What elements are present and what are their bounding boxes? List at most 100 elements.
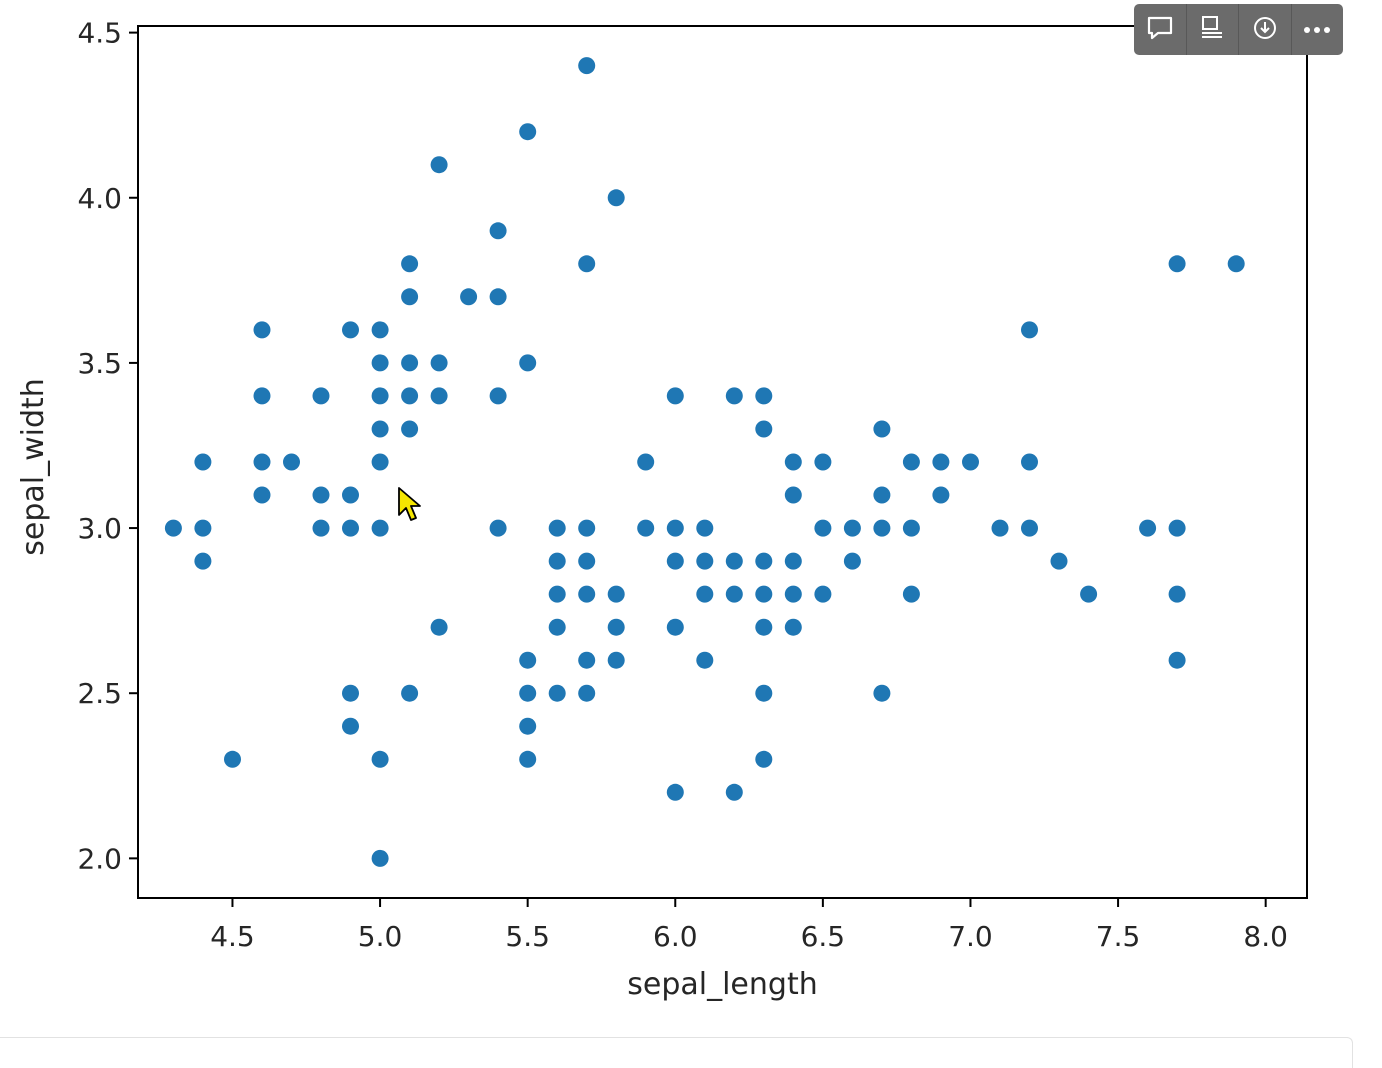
- data-point: [401, 255, 419, 273]
- data-point: [312, 387, 330, 405]
- data-point: [401, 354, 419, 372]
- mouse-cursor-icon: [398, 487, 424, 529]
- cell-output-toolbar: [1134, 4, 1343, 55]
- y-tick-label: 4.5: [77, 17, 122, 50]
- data-point: [253, 321, 271, 339]
- more-button[interactable]: [1292, 4, 1344, 55]
- data-point: [666, 618, 684, 636]
- data-point: [696, 519, 714, 537]
- data-point: [696, 552, 714, 570]
- data-point: [607, 189, 625, 207]
- data-point: [489, 222, 507, 240]
- data-point: [755, 684, 773, 702]
- data-point: [519, 684, 537, 702]
- data-point: [519, 651, 537, 669]
- data-point: [430, 618, 448, 636]
- data-point: [371, 453, 389, 471]
- data-point: [548, 684, 566, 702]
- data-point: [607, 585, 625, 603]
- x-axis: 4.5 5.0 5.5 6.0 6.5 7.0 7.5 8.0: [210, 898, 1288, 953]
- data-point: [1021, 453, 1038, 471]
- data-point: [755, 387, 773, 405]
- data-point: [873, 519, 891, 537]
- data-point: [755, 420, 773, 438]
- y-axis: 2.0 2.5 3.0 3.5 4.0 4.5: [77, 17, 138, 875]
- data-point: [548, 585, 566, 603]
- y-tick-label: 4.0: [77, 182, 122, 215]
- x-tick-label: 5.0: [358, 920, 403, 953]
- data-point: [1139, 519, 1157, 537]
- more-icon: [1302, 20, 1332, 39]
- data-point: [1021, 519, 1038, 537]
- data-point: [578, 585, 596, 603]
- data-point: [342, 684, 359, 702]
- y-tick-label: 2.5: [77, 677, 122, 710]
- download-button[interactable]: [1239, 4, 1292, 55]
- data-point: [489, 387, 507, 405]
- data-point: [342, 321, 359, 339]
- data-point: [1168, 519, 1186, 537]
- data-point: [607, 651, 625, 669]
- data-point: [784, 585, 802, 603]
- plot-frame: [137, 25, 1308, 899]
- data-point: [489, 519, 507, 537]
- data-point: [814, 519, 832, 537]
- data-point: [519, 123, 537, 141]
- comment-button[interactable]: [1134, 4, 1187, 55]
- data-point: [784, 552, 802, 570]
- data-point: [371, 849, 389, 867]
- data-point: [843, 519, 861, 537]
- y-tick-label: 3.5: [77, 347, 122, 380]
- data-point: [519, 717, 537, 735]
- data-point: [755, 750, 773, 768]
- x-tick-label: 6.5: [801, 920, 846, 953]
- data-point: [489, 288, 507, 306]
- data-point: [1168, 651, 1186, 669]
- data-point: [371, 354, 389, 372]
- data-point: [578, 57, 596, 75]
- data-point: [1168, 585, 1186, 603]
- x-tick-label: 7.5: [1096, 920, 1141, 953]
- data-point: [578, 255, 596, 273]
- data-point: [873, 684, 891, 702]
- data-point: [902, 585, 920, 603]
- data-point: [401, 288, 419, 306]
- x-tick-label: 6.0: [653, 920, 698, 953]
- data-point: [666, 519, 684, 537]
- data-point: [253, 453, 271, 471]
- data-point: [401, 684, 419, 702]
- data-point: [548, 519, 566, 537]
- points-layer: [164, 57, 1245, 867]
- data-point: [725, 552, 743, 570]
- data-point: [578, 552, 596, 570]
- data-point: [342, 486, 359, 504]
- data-point: [991, 519, 1009, 537]
- data-point: [784, 618, 802, 636]
- data-point: [607, 618, 625, 636]
- data-point: [371, 519, 389, 537]
- data-point: [401, 420, 419, 438]
- data-point: [401, 387, 419, 405]
- x-axis-label: sepal_length: [627, 967, 817, 1002]
- data-point: [784, 486, 802, 504]
- data-point: [312, 486, 330, 504]
- data-point: [637, 519, 655, 537]
- data-point: [814, 585, 832, 603]
- data-point: [578, 684, 596, 702]
- data-point: [696, 585, 714, 603]
- data-point: [430, 156, 448, 174]
- data-point: [194, 453, 212, 471]
- data-point: [1021, 321, 1038, 339]
- data-point: [725, 783, 743, 801]
- data-point: [224, 750, 241, 768]
- data-point: [371, 420, 389, 438]
- data-point: [460, 288, 478, 306]
- table-view-button[interactable]: [1187, 4, 1239, 55]
- data-point: [519, 750, 537, 768]
- data-point: [696, 651, 714, 669]
- data-point: [666, 387, 684, 405]
- data-point: [342, 717, 359, 735]
- y-axis-label: sepal_width: [16, 378, 51, 556]
- data-point: [342, 519, 359, 537]
